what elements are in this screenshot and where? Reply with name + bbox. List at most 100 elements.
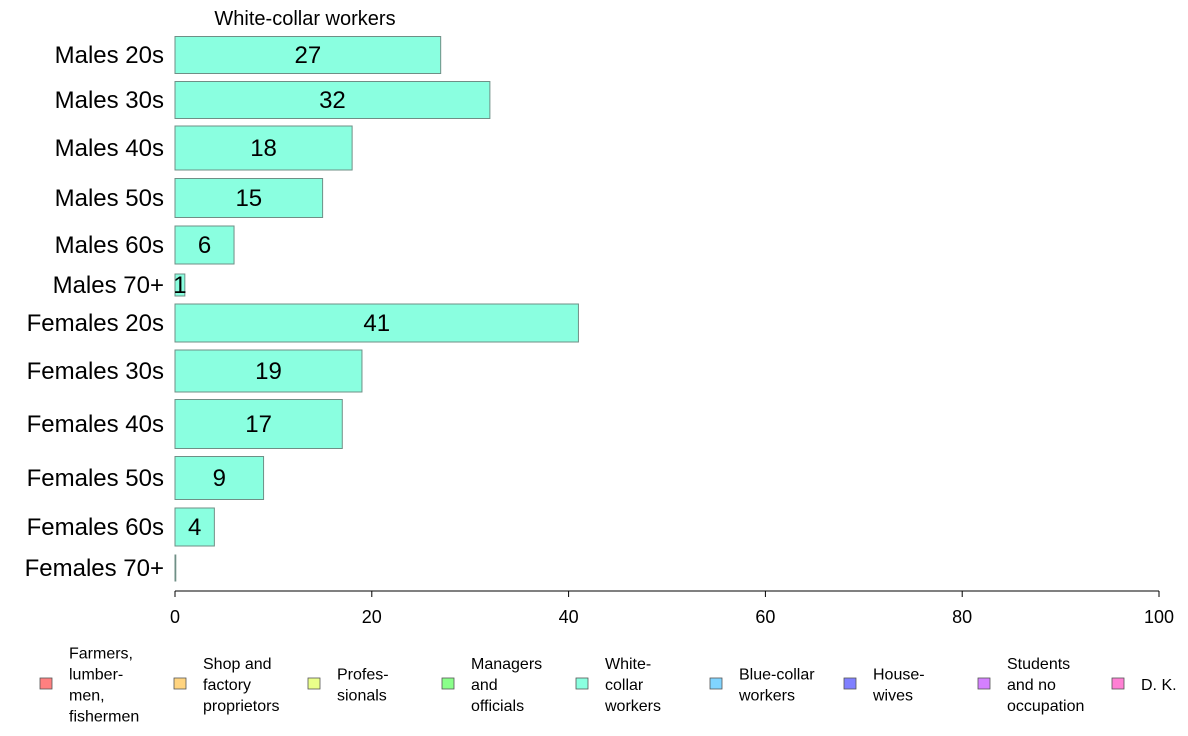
- legend-label-line: Students: [1007, 656, 1070, 673]
- bar: [174, 554, 177, 582]
- legend-item: White-collar workers: [575, 656, 661, 715]
- data-label: 32: [319, 87, 346, 114]
- legend-label: Farmers, lumber-men, fishermen: [69, 646, 139, 726]
- category-label: Females 60s: [27, 514, 164, 541]
- chart-title: White-collar workers: [214, 8, 395, 30]
- legend-label-line: White-: [605, 656, 651, 673]
- data-label: 4: [188, 514, 201, 541]
- bar: [174, 303, 579, 343]
- category-label: Males 20s: [55, 42, 164, 69]
- bar-row: Females 20s 41: [27, 303, 579, 343]
- legend-label-line: factory: [203, 677, 251, 694]
- legend-label: Blue-collar workers: [738, 667, 815, 705]
- data-label: 18: [250, 135, 277, 162]
- legend-label-line: collar: [605, 677, 644, 694]
- legend-label: D. K.: [1141, 677, 1177, 694]
- category-label: Males 50s: [55, 185, 164, 212]
- legend-item: Managers and officials: [441, 656, 542, 715]
- x-tick-label: 0: [170, 607, 180, 627]
- bar-row: Females 50s 9: [27, 456, 265, 500]
- bar-row: Males 40s 18: [55, 125, 353, 171]
- bar: [174, 273, 186, 297]
- x-axis: 0 20 40 60 80 100: [170, 590, 1174, 627]
- legend-label-line: workers: [738, 688, 795, 705]
- legend-item: D. K.: [1111, 677, 1177, 694]
- data-label: 27: [294, 42, 321, 69]
- data-label: 41: [363, 310, 390, 337]
- category-label: Males 40s: [55, 135, 164, 162]
- category-label: Females 50s: [27, 465, 164, 492]
- category-label: Females 70+: [25, 555, 164, 582]
- bar-row: Males 30s 32: [55, 81, 491, 119]
- legend-label-line: proprietors: [203, 698, 279, 715]
- data-label: 6: [198, 232, 211, 259]
- legend-label-line: Shop and: [203, 656, 272, 673]
- bar: [174, 456, 265, 500]
- legend-label-line: Farmers,: [69, 646, 133, 663]
- bar: [174, 399, 343, 449]
- x-tick-label: 80: [952, 607, 972, 627]
- data-label: 9: [213, 465, 226, 492]
- bars-group: Males 20s 27 Males 30s 32 Males 40s 18 Males 5…: [25, 36, 579, 582]
- legend-swatch: [39, 677, 53, 690]
- legend-item: Farmers, lumber-men, fishermen: [39, 646, 139, 726]
- legend-swatch: [843, 677, 857, 690]
- legend-label-line: Blue-collar: [739, 667, 815, 684]
- legend-label: Managers and officials: [471, 656, 542, 715]
- category-label: Females 20s: [27, 310, 164, 337]
- category-label: Females 30s: [27, 358, 164, 385]
- bar: [174, 507, 215, 547]
- legend-label-line: sionals: [337, 688, 387, 705]
- legend-label: House-wives: [872, 667, 925, 705]
- legend-swatch: [575, 677, 589, 690]
- category-label: Females 40s: [27, 411, 164, 438]
- legend-swatch: [173, 677, 187, 690]
- bar-row: Females 40s 17: [27, 399, 343, 449]
- legend-label-line: House-: [873, 667, 925, 684]
- legend-label-line: and: [471, 677, 498, 694]
- bar: [174, 178, 324, 218]
- legend-label: Shop and factory proprietors: [203, 656, 279, 715]
- data-label: 15: [235, 185, 262, 212]
- legend-item: House-wives: [843, 667, 925, 705]
- legend-label-line: occupation: [1007, 698, 1084, 715]
- legend-label-line: men,: [69, 688, 105, 705]
- legend-swatch: [1111, 677, 1125, 690]
- legend-label-line: lumber-: [69, 667, 123, 684]
- bar: [174, 225, 235, 265]
- legend-label-line: workers: [604, 698, 661, 715]
- legend-label-line: wives: [872, 688, 913, 705]
- legend-label-line: officials: [471, 698, 524, 715]
- legend-item: Shop and factory proprietors: [173, 656, 279, 715]
- legend-swatch: [709, 677, 723, 690]
- bar-row: Females 60s 4: [27, 507, 215, 547]
- legend-label: Students and no occupation: [1007, 656, 1084, 715]
- bar-row: Males 50s 15: [55, 178, 324, 218]
- bar-row: Males 70+ 1: [53, 272, 187, 299]
- legend-label-line: Profes-: [337, 667, 389, 684]
- x-tick-label: 100: [1144, 607, 1174, 627]
- bar: [174, 36, 442, 74]
- data-label: 17: [245, 411, 272, 438]
- legend-item: Profes-sionals: [307, 667, 389, 705]
- legend-label-line: D. K.: [1141, 677, 1177, 694]
- bar-row: Males 60s 6: [55, 225, 235, 265]
- legend-label-line: fishermen: [69, 709, 139, 726]
- category-label: Males 70+: [53, 272, 164, 299]
- bar-row: Females 70+: [25, 554, 177, 582]
- legend-item: Blue-collar workers: [709, 667, 815, 705]
- bar-row: Males 20s 27: [55, 36, 442, 74]
- legend-swatch: [307, 677, 321, 690]
- legend-label: Profes-sionals: [337, 667, 389, 705]
- legend-swatch: [977, 677, 991, 690]
- x-tick-label: 60: [755, 607, 775, 627]
- x-tick-label: 40: [559, 607, 579, 627]
- category-label: Males 60s: [55, 232, 164, 259]
- legend-label-line: and no: [1007, 677, 1056, 694]
- bar: [174, 125, 353, 171]
- legend-swatch: [441, 677, 455, 690]
- legend-label: White-collar workers: [604, 656, 661, 715]
- bar: [174, 349, 363, 393]
- legend-item: Students and no occupation: [977, 656, 1084, 715]
